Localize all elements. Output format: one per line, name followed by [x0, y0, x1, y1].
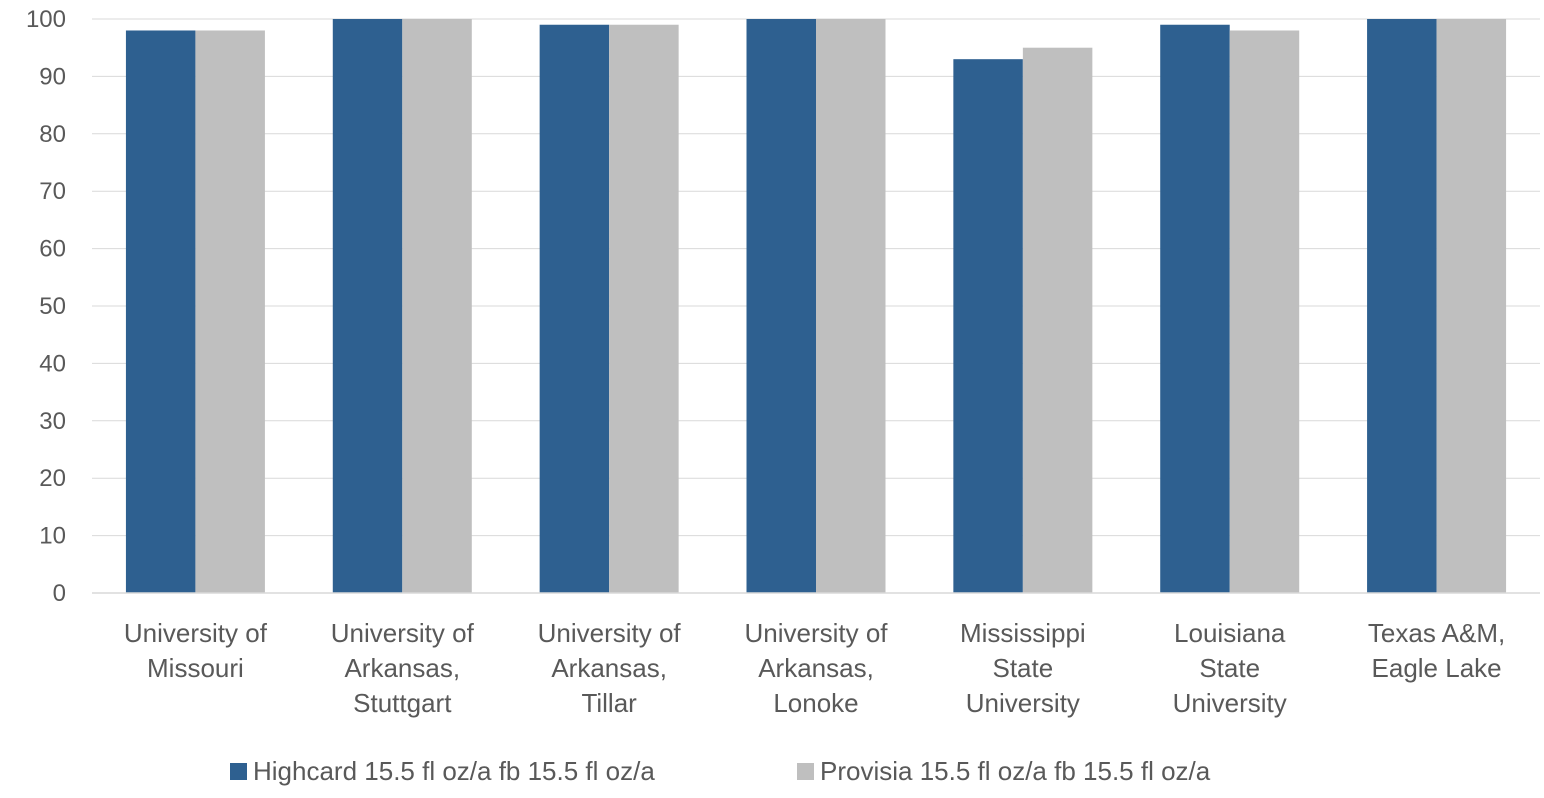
- legend: Highcard 15.5 fl oz/a fb 15.5 fl oz/a Pro…: [230, 756, 1211, 786]
- x-category-label-line: State: [992, 653, 1053, 683]
- x-category-label-line: University of: [124, 618, 268, 648]
- x-category-label-line: University of: [538, 618, 682, 648]
- bar-series-1: [1160, 24, 1230, 594]
- y-tick-label: 100: [26, 6, 66, 33]
- x-category-label: Mississippi State University: [960, 618, 1086, 718]
- bar-series-2: [1436, 19, 1507, 593]
- x-category-label-line: Arkansas,: [758, 653, 874, 683]
- bar-series-1: [539, 24, 610, 594]
- bar-series-1: [1367, 19, 1437, 593]
- y-tick-label: 80: [39, 121, 66, 148]
- x-category-label-line: University of: [331, 618, 475, 648]
- y-tick-label: 60: [39, 236, 66, 263]
- x-category-label-line: State: [1199, 653, 1260, 683]
- y-tick-label: 70: [39, 178, 66, 205]
- x-category-label-line: Tillar: [581, 688, 637, 718]
- x-category-label: University of Missouri: [124, 618, 268, 683]
- x-category-label-line: Arkansas,: [551, 653, 667, 683]
- x-category-label: University of Arkansas, Tillar: [538, 618, 682, 718]
- y-tick-label: 90: [39, 63, 66, 90]
- x-category-label-line: Missouri: [147, 653, 244, 683]
- x-category-label-line: Stuttgart: [353, 688, 452, 718]
- bar-series-2: [1229, 30, 1300, 594]
- bar-series-1: [953, 59, 1023, 594]
- bars: [125, 19, 1507, 594]
- x-category-label-line: Lonoke: [773, 688, 858, 718]
- x-category-label-line: Mississippi: [960, 618, 1086, 648]
- x-category-label-line: Louisiana: [1174, 618, 1286, 648]
- y-tick-label: 20: [39, 465, 66, 492]
- bar-series-2: [402, 19, 472, 593]
- y-tick-label: 30: [39, 408, 66, 435]
- x-category-label: University of Arkansas, Stuttgart: [331, 618, 475, 718]
- x-axis: University of Missouri University of Arkans…: [92, 592, 1540, 718]
- x-category-label: University of Arkansas, Lonoke: [744, 618, 888, 718]
- x-category-label-line: Arkansas,: [344, 653, 460, 683]
- y-tick-label: 50: [39, 293, 66, 320]
- bar-series-1: [746, 19, 816, 593]
- legend-label-1: Highcard 15.5 fl oz/a fb 15.5 fl oz/a: [253, 756, 655, 786]
- y-tick-label: 10: [39, 523, 66, 550]
- x-category-label: Texas A&M, Eagle Lake: [1368, 618, 1505, 683]
- bar-series-2: [609, 24, 679, 594]
- x-category-label-line: University of: [744, 618, 888, 648]
- bar-series-2: [1022, 47, 1093, 593]
- bar-series-2: [816, 19, 886, 593]
- y-tick-label: 40: [39, 350, 66, 377]
- x-category-label-line: Eagle Lake: [1372, 653, 1502, 683]
- y-tick-label: 0: [53, 580, 66, 607]
- y-axis: 0 10 20 30 40 50 60 70 80 90 100: [26, 6, 66, 607]
- legend-swatch-1: [230, 763, 247, 780]
- x-category-label-line: University: [966, 688, 1080, 718]
- x-category-label: Louisiana State University: [1173, 618, 1287, 718]
- legend-swatch-2: [797, 763, 814, 780]
- x-category-label-line: University: [1173, 688, 1287, 718]
- bar-series-2: [195, 30, 265, 594]
- x-category-label-line: Texas A&M,: [1368, 618, 1505, 648]
- bar-series-1: [332, 19, 403, 593]
- legend-label-2: Provisia 15.5 fl oz/a fb 15.5 fl oz/a: [820, 756, 1211, 786]
- bar-series-1: [125, 30, 196, 594]
